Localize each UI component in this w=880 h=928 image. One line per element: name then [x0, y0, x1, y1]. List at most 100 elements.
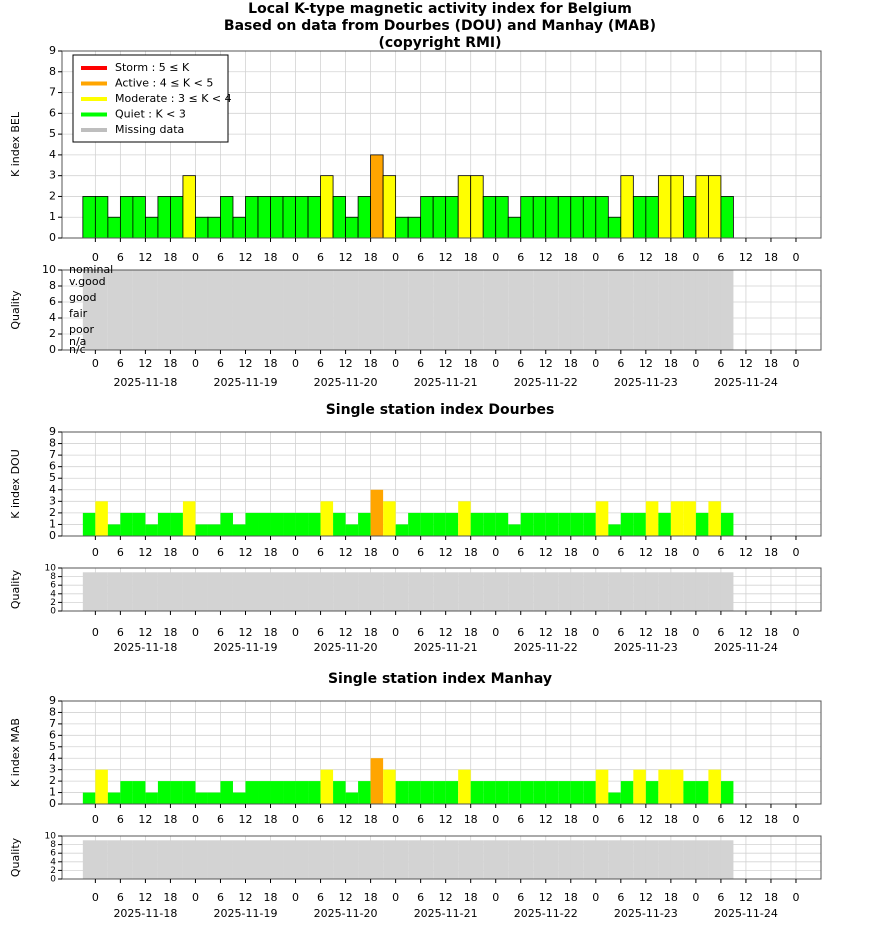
- x-tick-label: 0: [92, 891, 99, 904]
- date-label: 2025-11-21: [414, 376, 478, 389]
- x-tick-label: 0: [192, 251, 199, 264]
- y-tick-label: 9: [49, 44, 56, 57]
- bar: [370, 489, 384, 536]
- x-tick-label: 18: [163, 813, 177, 826]
- x-tick-label: 0: [692, 891, 699, 904]
- bar: [508, 524, 521, 536]
- x-tick-label: 12: [439, 626, 453, 639]
- bar: [195, 524, 208, 536]
- x-tick-label: 18: [464, 891, 478, 904]
- bar: [420, 840, 434, 879]
- x-tick-label: 0: [692, 626, 699, 639]
- x-tick-label: 6: [417, 813, 424, 826]
- bar: [695, 781, 709, 804]
- x-tick-label: 6: [317, 813, 324, 826]
- x-tick-label: 12: [339, 251, 353, 264]
- bar: [132, 572, 146, 611]
- x-tick-label: 18: [364, 891, 378, 904]
- x-tick-label: 12: [539, 626, 553, 639]
- bar: [370, 572, 384, 611]
- bar: [483, 572, 496, 611]
- bar: [132, 270, 146, 350]
- bar: [207, 572, 221, 611]
- x-tick-label: 18: [764, 251, 778, 264]
- x-tick-label: 12: [539, 813, 553, 826]
- bar: [82, 270, 96, 350]
- bar: [483, 840, 496, 879]
- bar: [395, 840, 409, 879]
- x-tick-label: 6: [717, 251, 724, 264]
- bar: [683, 840, 696, 879]
- date-label: 2025-11-24: [714, 641, 778, 654]
- y-tick-label: 4: [49, 148, 56, 161]
- bar: [358, 270, 371, 350]
- x-tick-label: 6: [117, 813, 124, 826]
- bar: [645, 840, 659, 879]
- bar: [720, 196, 734, 239]
- bar: [132, 196, 146, 239]
- date-label: 2025-11-22: [514, 907, 578, 920]
- bar: [458, 501, 471, 536]
- x-tick-label: 0: [192, 813, 199, 826]
- date-label: 2025-11-21: [414, 641, 478, 654]
- x-tick-label: 18: [464, 546, 478, 559]
- bar: [258, 512, 271, 536]
- bar: [645, 196, 659, 239]
- chart-title: Single station index Manhay: [328, 671, 552, 687]
- bar: [270, 572, 284, 611]
- x-tick-label: 12: [339, 891, 353, 904]
- bar: [207, 524, 221, 536]
- x-tick-label: 18: [364, 546, 378, 559]
- bar: [132, 512, 146, 536]
- bar: [333, 270, 346, 350]
- bar: [433, 270, 446, 350]
- bar: [407, 216, 422, 239]
- x-tick-label: 6: [217, 891, 224, 904]
- bar: [558, 840, 571, 879]
- bar: [658, 769, 671, 804]
- y-tick-label: 3: [49, 763, 56, 776]
- bar: [170, 512, 183, 536]
- bar: [545, 196, 559, 239]
- y-tick-label: 1: [49, 517, 56, 530]
- bar: [82, 512, 96, 536]
- x-tick-label: 12: [339, 546, 353, 559]
- bar: [420, 270, 434, 350]
- bar: [595, 769, 609, 804]
- bar: [482, 196, 497, 239]
- bar: [683, 501, 696, 536]
- y-tick-label: 0: [50, 875, 56, 885]
- bar: [157, 781, 171, 804]
- date-label: 2025-11-19: [214, 907, 278, 920]
- x-tick-label: 12: [639, 813, 653, 826]
- date-label: 2025-11-20: [314, 641, 378, 654]
- bar: [107, 572, 121, 611]
- bar: [370, 154, 384, 239]
- bar: [295, 512, 309, 536]
- x-tick-label: 0: [692, 546, 699, 559]
- bar: [320, 840, 334, 879]
- bar: [207, 216, 221, 239]
- x-tick-label: 18: [364, 626, 378, 639]
- bar: [557, 196, 572, 239]
- bar: [445, 840, 459, 879]
- bar: [308, 512, 321, 536]
- bar: [382, 175, 397, 239]
- y-axis-label: Quality: [9, 837, 22, 877]
- bar: [345, 792, 359, 804]
- x-tick-label: 12: [138, 626, 152, 639]
- y-tick-label: 4: [50, 589, 56, 599]
- x-tick-label: 18: [163, 251, 177, 264]
- y-tick-label: 7: [49, 448, 56, 461]
- x-tick-label: 6: [117, 357, 124, 370]
- bar: [558, 781, 571, 804]
- y-tick-label: 6: [50, 849, 56, 859]
- bar: [145, 840, 158, 879]
- bar: [370, 270, 384, 350]
- y-tick-label: 4: [50, 857, 56, 867]
- bar: [695, 175, 709, 239]
- x-tick-label: 0: [292, 251, 299, 264]
- bar: [583, 572, 596, 611]
- bar: [95, 270, 108, 350]
- x-tick-label: 6: [317, 251, 324, 264]
